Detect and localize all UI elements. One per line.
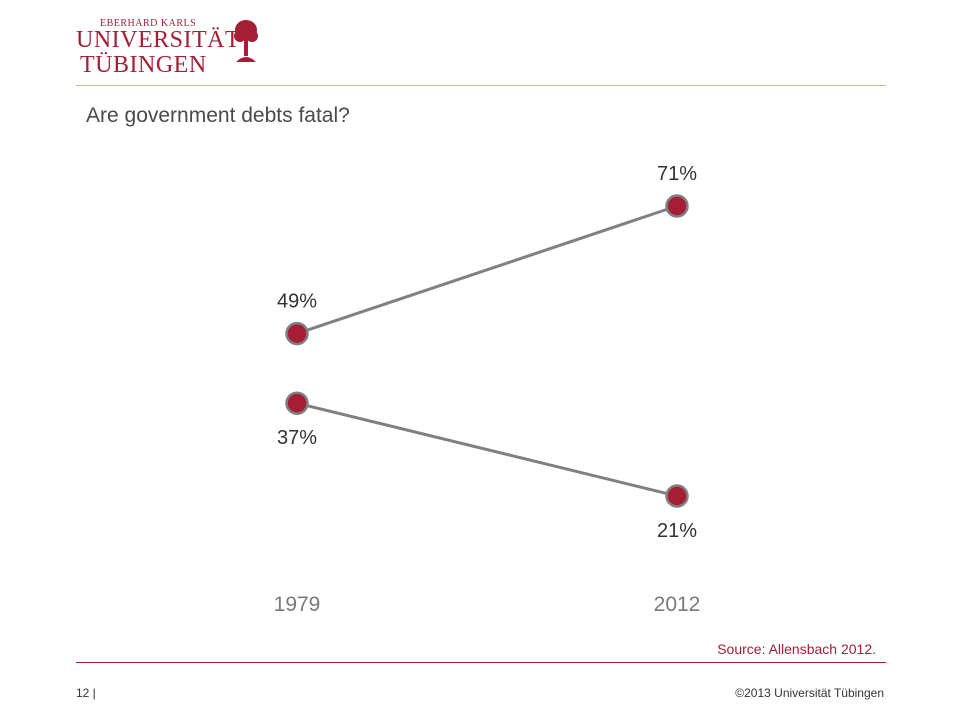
university-logo: EBERHARD KARLS UNIVERSITÄT TÜBINGEN [76, 14, 276, 78]
value-label-0-0: 49% [277, 291, 317, 313]
data-point-1-0 [285, 391, 309, 415]
tree-icon [234, 20, 258, 62]
logo-line-tuebingen: TÜBINGEN [80, 52, 207, 78]
x-axis-label-1: 2012 [654, 593, 701, 616]
logo-line-eberhard-karls: EBERHARD KARLS [100, 18, 197, 29]
copyright-notice: ©2013 Universität Tübingen [735, 686, 884, 700]
page-number: 12 | [76, 686, 96, 700]
value-label-0-1: 71% [657, 163, 697, 185]
slide-title: Are government debts fatal? [86, 104, 350, 127]
series-line-0 [296, 204, 678, 336]
data-point-0-0 [285, 321, 309, 346]
value-label-1-1: 21% [657, 520, 697, 542]
header-divider [76, 85, 886, 86]
series-line-1 [296, 401, 678, 498]
x-axis-label-0: 1979 [274, 593, 321, 616]
source-note: Source: Allensbach 2012. [717, 641, 876, 657]
logo-line-universitaet: UNIVERSITÄT [76, 27, 241, 53]
data-point-1-1 [665, 484, 689, 508]
data-point-0-1 [665, 194, 689, 218]
footer-divider [76, 662, 886, 663]
value-label-1-0: 37% [277, 427, 317, 449]
